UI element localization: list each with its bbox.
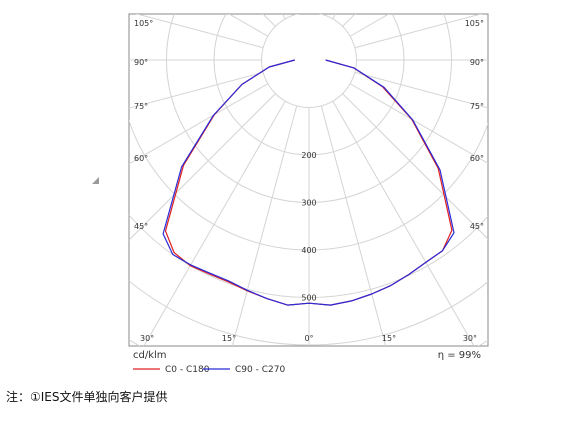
efficiency-label: η = 99% xyxy=(438,350,481,361)
angle-tick-label-left: 75° xyxy=(134,102,148,111)
angle-tick-label-right: 60° xyxy=(470,154,484,163)
grid-spoke xyxy=(320,105,387,346)
grid-spoke xyxy=(135,14,264,49)
legend: C0 - C180 C90 - C270 xyxy=(133,365,285,375)
grid-spoke xyxy=(354,14,483,49)
angle-tick-label-bottom: 30° xyxy=(140,334,154,343)
curve-c90-c270 xyxy=(162,59,455,306)
legend-label-c90-c270: C90 - C270 xyxy=(235,365,285,375)
radial-tick-labels: 200 300 400 500 xyxy=(301,151,316,303)
angle-tick-label-left: 60° xyxy=(134,154,148,163)
radial-tick-label: 400 xyxy=(301,246,316,255)
angle-tick-label-bottom: 15° xyxy=(222,334,236,343)
angle-tick-label-left: 45° xyxy=(134,222,148,231)
angle-tick-labels: 105° 90° 75° 60° 45° 105° 90° 75° 60° 45° 30° 15° 0°… xyxy=(134,19,484,343)
angle-tick-label-bottom: 15° xyxy=(382,334,396,343)
angle-tick-label-left: 90° xyxy=(134,58,148,67)
grid-spoke xyxy=(143,100,286,346)
angle-tick-label-left: 105° xyxy=(134,19,153,28)
angle-tick-label-bottom: 0° xyxy=(304,334,313,343)
angle-tick-label-right: 90° xyxy=(470,58,484,67)
grid-spoke xyxy=(129,71,264,109)
grid-spoke xyxy=(354,71,488,109)
radial-tick-label: 200 xyxy=(301,151,316,160)
grid-spoke xyxy=(320,14,322,15)
radial-unit-label: cd/klm xyxy=(133,350,167,361)
angle-tick-label-right: 75° xyxy=(470,102,484,111)
angle-tick-label-right: 105° xyxy=(465,19,484,28)
grid-spoke xyxy=(231,105,298,346)
footnote: 注：①IES文件单独向客户提供 xyxy=(6,390,168,404)
grid-spoke xyxy=(296,14,298,15)
grid-spoke xyxy=(342,93,488,240)
angle-tick-label-bottom: 30° xyxy=(463,334,477,343)
grid-spoke xyxy=(129,93,276,241)
legend-label-c0-c180: C0 - C180 xyxy=(165,365,210,375)
radial-tick-label: 300 xyxy=(301,199,316,208)
grid-spoke xyxy=(349,83,488,164)
resize-grip-icon[interactable] xyxy=(92,177,99,184)
distribution-curves xyxy=(162,59,455,306)
angle-tick-label-right: 45° xyxy=(470,222,484,231)
grid-spoke xyxy=(332,100,475,346)
grid-spoke xyxy=(129,83,269,165)
radial-tick-label: 500 xyxy=(301,294,316,303)
